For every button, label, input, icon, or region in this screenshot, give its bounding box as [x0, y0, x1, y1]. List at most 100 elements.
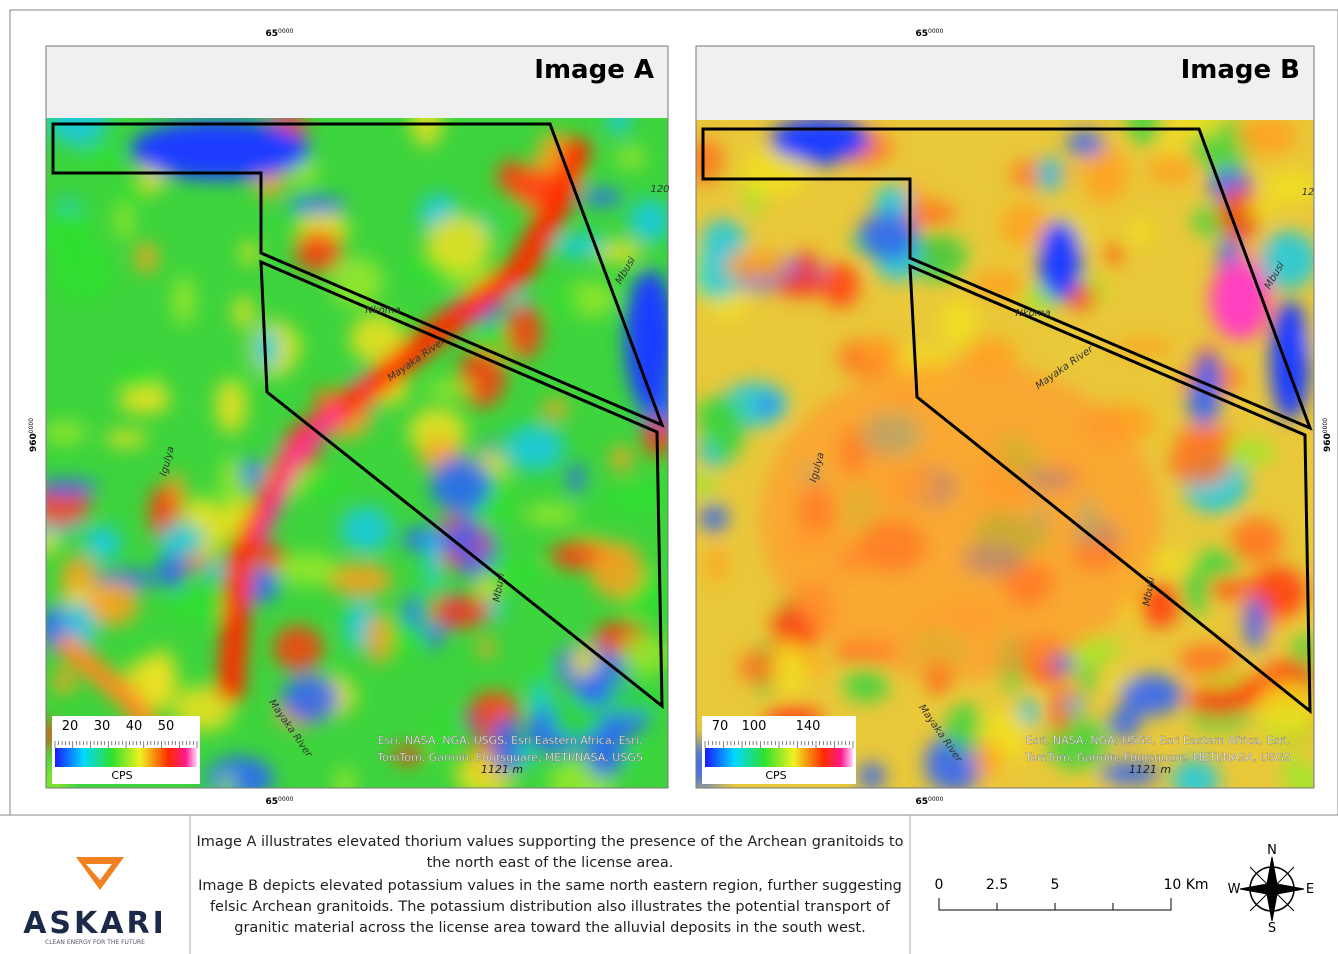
- easting-label: 65: [915, 29, 928, 39]
- blob: [708, 546, 727, 582]
- blob: [628, 199, 671, 243]
- northing-label: 9600000: [1322, 418, 1333, 452]
- blob: [973, 271, 1026, 299]
- blob: [80, 147, 123, 168]
- river-label: 12: [1302, 187, 1315, 198]
- blob: [282, 674, 339, 722]
- attribution: Esri, NASA, NGA, USGS, Esri Eastern Afri…: [378, 734, 643, 747]
- blob: [1127, 219, 1154, 244]
- blob: [225, 371, 251, 387]
- blob: [532, 660, 550, 686]
- blob: [1066, 131, 1104, 156]
- page: Image ANkomaMayaka RiverIgulyaMbusiMbusi…: [0, 0, 1338, 954]
- blob: [426, 215, 492, 270]
- scale-label: 2.5: [986, 877, 1008, 893]
- blob: [144, 649, 177, 709]
- river-label: 120: [650, 184, 669, 195]
- blob: [617, 146, 646, 169]
- blob: [118, 386, 170, 414]
- anomaly: [130, 120, 310, 180]
- blob: [1119, 674, 1183, 716]
- scale-label: 0: [935, 877, 944, 893]
- blob: [1115, 339, 1175, 356]
- blob: [218, 774, 236, 795]
- blob: [843, 668, 890, 703]
- legend-bar: [705, 748, 853, 767]
- easting-sup: 0000: [928, 28, 943, 35]
- blob: [858, 336, 901, 365]
- northing-main: 960: [29, 433, 39, 452]
- northing-sup: 0000: [28, 418, 35, 433]
- blob: [273, 625, 322, 671]
- legend-tick-label: 100: [742, 719, 767, 734]
- blob: [973, 741, 1002, 777]
- anomaly: [1038, 220, 1082, 300]
- blob: [772, 640, 808, 694]
- northing-main: 960: [1323, 433, 1333, 452]
- blob: [1186, 686, 1250, 717]
- legend-tick-label: 70: [712, 719, 729, 734]
- scale-bar: 0 2.5 5 10 Km: [935, 877, 1209, 910]
- blob: [939, 299, 978, 346]
- maps: Image ANkomaMayaka RiverIgulyaMbusiMbusi…: [19, 28, 1333, 808]
- blob: [299, 477, 349, 497]
- blob: [331, 257, 384, 307]
- blob: [776, 274, 827, 297]
- blob: [112, 187, 149, 205]
- blob: [611, 446, 633, 471]
- compass-rose: [1240, 857, 1304, 921]
- blob: [542, 400, 569, 419]
- blob: [1063, 696, 1085, 714]
- scale-label: 10 Km: [1163, 877, 1208, 893]
- heatmap: [19, 92, 681, 808]
- blob: [118, 362, 157, 390]
- blob: [1106, 245, 1122, 263]
- blob: [1036, 156, 1063, 192]
- blob: [294, 231, 342, 272]
- blob: [135, 243, 157, 274]
- caption-paragraph: Image B depicts elevated potassium value…: [196, 876, 904, 939]
- attribution: Esri, NASA, NGA, USGS, Esri Eastern Afri…: [1026, 734, 1291, 747]
- northing-sup: 0000: [1322, 418, 1329, 433]
- blob: [758, 396, 778, 412]
- river-label: Nkoma: [365, 305, 400, 316]
- blob: [823, 262, 859, 308]
- blob: [553, 291, 585, 312]
- blob: [84, 525, 121, 561]
- blob: [859, 762, 886, 789]
- easting-sup: 0000: [278, 28, 293, 35]
- blob: [425, 528, 443, 585]
- blob: [677, 474, 719, 495]
- easting-label: 65: [265, 797, 278, 807]
- blob: [53, 668, 75, 695]
- logo: ASKARI CLEAN ENERGY FOR THE FUTURE: [23, 857, 167, 946]
- blob: [505, 303, 542, 359]
- northing-label: 9600000: [28, 418, 39, 452]
- elevation: 1121 m: [1129, 763, 1171, 776]
- blob: [590, 542, 644, 599]
- blob: [504, 425, 565, 471]
- blob: [1244, 595, 1267, 650]
- blob: [1161, 130, 1183, 154]
- blob: [700, 505, 728, 532]
- legend-tick-label: 40: [126, 719, 143, 734]
- blob: [431, 457, 492, 513]
- blob: [1178, 644, 1236, 677]
- compass-s: S: [1268, 921, 1276, 936]
- legend-bar: [55, 748, 197, 767]
- compass: N S W E: [1228, 843, 1315, 936]
- blob: [240, 242, 258, 265]
- legend-tick-label: 20: [62, 719, 79, 734]
- blob: [287, 197, 346, 214]
- blob: [431, 595, 490, 629]
- blob: [281, 553, 337, 586]
- blob: [723, 250, 788, 282]
- legend-tick-label: 50: [158, 719, 175, 734]
- compass-e: E: [1306, 882, 1314, 897]
- anomaly: [770, 118, 870, 162]
- blob: [523, 504, 578, 526]
- blob: [159, 522, 205, 557]
- river-label: Nkoma: [1015, 308, 1050, 319]
- anomaly: [1270, 300, 1310, 420]
